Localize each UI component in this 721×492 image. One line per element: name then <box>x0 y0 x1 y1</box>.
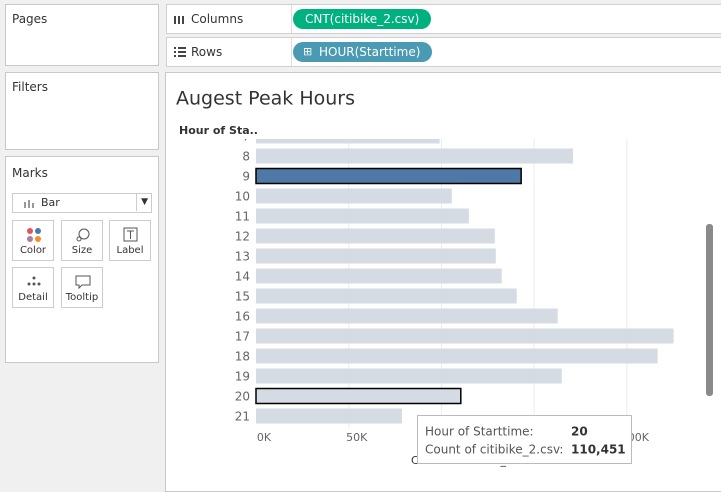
x-tick-label: 50K <box>346 431 368 444</box>
y-tick-label: 7 <box>242 130 250 144</box>
filters-panel: Filters <box>5 72 159 150</box>
y-tick-label: 21 <box>235 410 250 424</box>
bar <box>256 208 469 224</box>
bar-icon <box>24 200 34 208</box>
bar <box>256 248 496 264</box>
pill[interactable]: CNT(citibike_2.csv) <box>293 9 432 29</box>
button-label: Tooltip <box>65 292 99 303</box>
pill-text: HOUR(Starttime) <box>319 45 421 59</box>
rows-shelf: Rows ⊞ HOUR(Starttime) <box>166 37 721 67</box>
color-button[interactable]: Color <box>12 220 54 261</box>
bar <box>256 308 558 324</box>
bar <box>256 228 495 244</box>
tooltip: Hour of Starttime: 20 Count of citibike_… <box>417 415 632 464</box>
y-tick-label: 18 <box>235 350 250 364</box>
panel-title: Pages <box>12 12 48 26</box>
bar <box>256 408 402 424</box>
panel-title: Marks <box>12 166 48 180</box>
y-tick-label: 13 <box>235 250 250 264</box>
divider <box>291 38 292 66</box>
bar <box>256 348 658 364</box>
icon <box>75 275 91 290</box>
rows-icon <box>174 47 186 57</box>
scrollbar[interactable] <box>706 224 713 396</box>
bar <box>255 387 462 405</box>
y-tick-label: 12 <box>235 230 250 244</box>
bar <box>256 188 452 204</box>
mark-type: Bar <box>41 196 60 209</box>
button-label: Detail <box>18 292 48 303</box>
x-tick-label: 0K <box>257 431 272 444</box>
mark-type-dropdown[interactable]: Bar ▼ <box>12 193 152 213</box>
tooltip-box <box>417 415 632 464</box>
bar <box>256 328 674 344</box>
size-button[interactable]: Size <box>61 220 103 261</box>
columns-shelf: Columns CNT(citibike_2.csv) <box>166 4 721 34</box>
y-tick-label: 8 <box>242 150 250 164</box>
y-tick-label: 17 <box>235 330 250 344</box>
tooltip-value: 110,451 <box>571 443 626 457</box>
pages-panel: Pages <box>5 4 159 66</box>
icon <box>123 227 138 242</box>
icon <box>27 276 41 286</box>
y-tick-label: 9 <box>242 170 250 184</box>
tooltip-value: 20 <box>571 425 588 439</box>
divider <box>291 5 292 33</box>
columns-icon <box>174 16 184 24</box>
icon <box>76 228 90 242</box>
y-tick-label: 14 <box>235 270 250 284</box>
chart-title: Augest Peak Hours <box>176 88 355 110</box>
shelf-label: Columns <box>191 12 244 26</box>
button-label: Label <box>116 245 144 256</box>
y-tick-label: 10 <box>235 190 250 204</box>
bar <box>256 368 562 384</box>
y-tick-label: 20 <box>235 390 250 404</box>
panel-title: Filters <box>12 80 48 94</box>
bar <box>256 148 574 164</box>
y-tick-label: 11 <box>235 210 250 224</box>
tooltip-label: Hour of Starttime: <box>425 425 534 439</box>
shelf-label: Rows <box>191 45 223 59</box>
y-tick-label: 19 <box>235 370 250 384</box>
icon <box>27 228 41 242</box>
label-button[interactable]: Label <box>109 220 151 261</box>
expand-icon: ⊞ <box>303 45 313 58</box>
pill[interactable]: ⊞ HOUR(Starttime) <box>293 42 433 62</box>
dropdown-arrow: ▼ <box>136 193 148 211</box>
bar <box>256 288 517 304</box>
y-axis-title: Hour of Sta.. <box>179 124 258 137</box>
detail-button[interactable]: Detail <box>12 267 54 308</box>
plot: 7 8 9 10 11 12 13 14 15 16 17 18 19 20 21 <box>235 130 674 428</box>
bar <box>256 139 440 144</box>
tooltip-button[interactable]: Tooltip <box>61 267 103 308</box>
button-label: Color <box>19 245 47 256</box>
tooltip-label: Count of citibike_2.csv: <box>425 443 563 457</box>
y-tick-label: 15 <box>235 290 250 304</box>
button-label: Size <box>71 245 93 256</box>
bar <box>255 167 522 185</box>
y-tick-label: 16 <box>235 310 250 324</box>
bar <box>256 268 502 284</box>
marks-panel: Marks Bar ▼ Color Size Label Detail Tool… <box>5 156 159 363</box>
